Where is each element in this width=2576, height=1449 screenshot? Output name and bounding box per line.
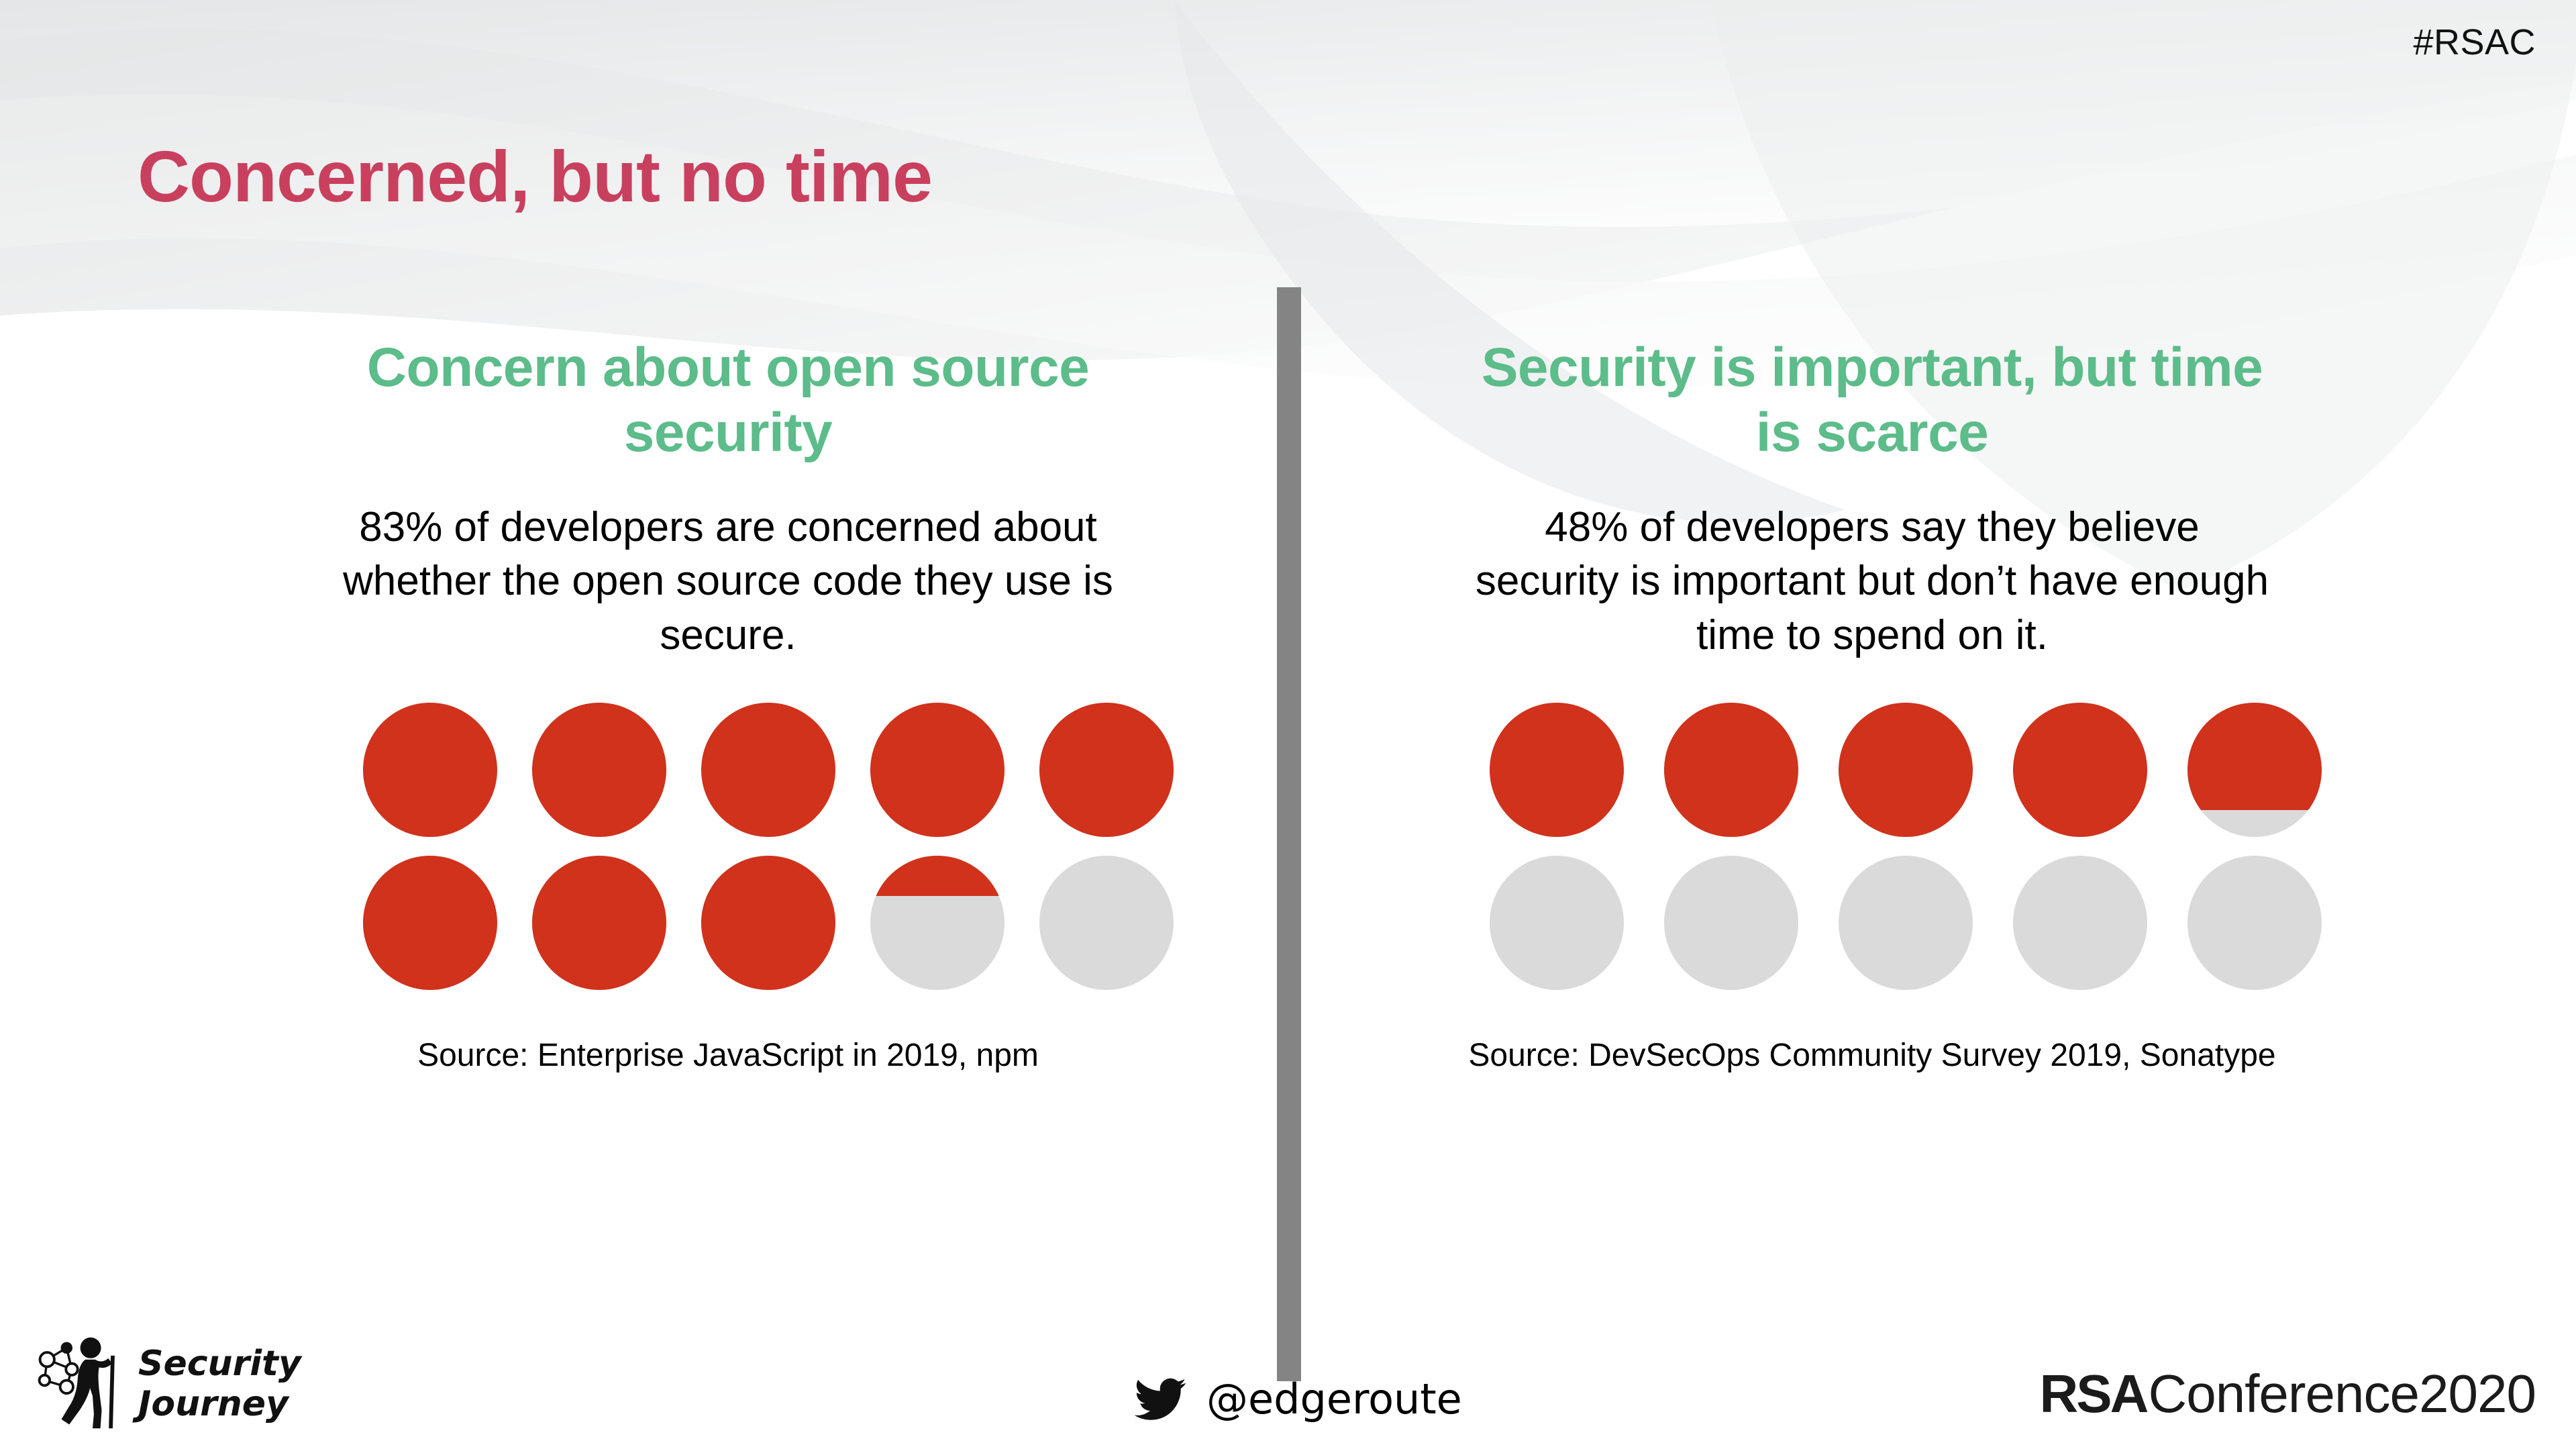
column-right: Security is important, but time is scarc… [1349,336,2395,1074]
waffle-row [346,856,1174,1009]
waffle-dot [1664,856,1798,991]
hiker-network-icon [38,1337,115,1429]
column-divider [1277,287,1301,1381]
page-title: Concerned, but no time [138,136,933,217]
column-left-source: Source: Enterprise JavaScript in 2019, n… [417,1038,1039,1074]
waffle-row [1470,856,2322,1009]
waffle-dot [1490,703,1624,838]
column-right-source: Source: DevSecOps Community Survey 2019,… [1468,1038,2276,1074]
slide-footer: Security Journey @edgeroute RSA Conferen… [0,1315,2576,1449]
rsa-conference-logo: RSA Conference2020 [2040,1363,2536,1425]
column-left-body: 83% of developers are concerned about wh… [343,503,1113,658]
waffle-dot [1039,703,1174,838]
column-right-body: 48% of developers say they believe secur… [1475,503,2269,658]
rsa-brand-text: RSA [2039,1364,2149,1423]
waffle-row [346,703,1174,856]
twitter-handle-text: @edgeroute [1206,1375,1462,1423]
twitter-handle-block[interactable]: @edgeroute [1134,1375,1462,1423]
waffle-dot [2013,856,2147,991]
waffle-row [1470,703,2322,856]
column-left-heading: Concern about open source security [366,337,1090,463]
waffle-chart-concern [346,703,1174,1009]
waffle-dot [1490,856,1624,991]
waffle-dot [1839,856,1973,991]
waffle-dot [1839,703,1973,838]
waffle-dot [1664,703,1798,838]
waffle-chart-time [1470,703,2322,1009]
waffle-dot [701,856,835,991]
security-journey-word-2: Journey [138,1384,289,1424]
twitter-bird-icon [1134,1378,1186,1420]
waffle-dot [2013,703,2147,838]
security-journey-logo: Security Journey [30,1334,301,1434]
waffle-dot [532,703,666,838]
column-left: Concern about open source security 83% o… [231,336,1225,1074]
waffle-dot [870,703,1004,838]
waffle-dot [2187,703,2322,838]
waffle-dot [532,856,666,991]
waffle-dot [1039,856,1174,991]
waffle-dot [870,856,1004,991]
waffle-dot [363,856,497,991]
waffle-dot [701,703,835,838]
security-journey-word-1: Security [138,1344,301,1384]
waffle-dot [2187,856,2322,991]
waffle-dot [363,703,497,838]
rsa-conference-text: Conference2020 [2148,1364,2536,1423]
column-right-heading: Security is important, but time is scarc… [1481,337,2263,463]
rsac-hashtag: #RSAC [2413,22,2536,62]
